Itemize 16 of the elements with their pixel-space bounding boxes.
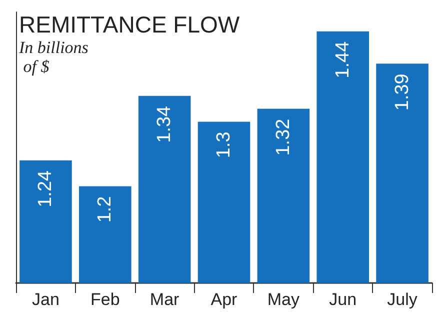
x-tick-label: Jan <box>32 290 60 309</box>
x-tick-label: Jun <box>329 290 357 309</box>
data-label: 1.24 <box>35 170 56 208</box>
x-tick-label: Feb <box>90 290 120 309</box>
data-label: 1.44 <box>332 40 354 78</box>
x-tick-label: Mar <box>150 290 180 309</box>
data-label: 1.34 <box>154 105 176 143</box>
text: In billions of $ <box>18 38 89 76</box>
data-label: 1.39 <box>392 74 413 111</box>
x-tick-label: Apr <box>210 290 238 309</box>
data-label: 1.2 <box>94 196 116 223</box>
data-label: 1.32 <box>272 118 294 156</box>
data-label: 1.3 <box>214 132 234 158</box>
chart-title: REMITTANCE FLOW <box>19 12 240 38</box>
x-tick-label: July <box>387 290 418 309</box>
x-tick-label: May <box>267 290 300 309</box>
